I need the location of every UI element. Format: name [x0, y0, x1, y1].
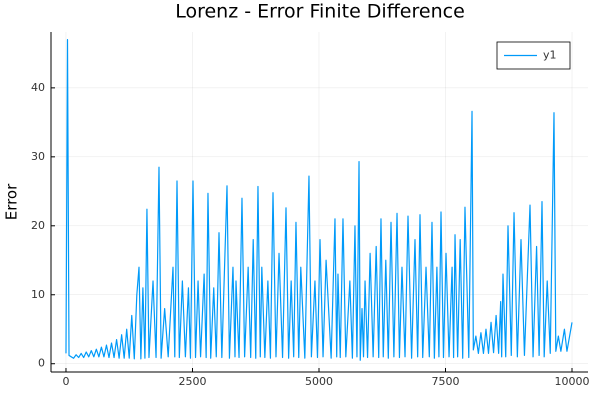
y-tick-label: 20: [31, 219, 45, 232]
y-tick-label: 30: [31, 150, 45, 163]
x-tick-label: 10000: [555, 375, 590, 388]
x-tick-label: 2500: [178, 375, 206, 388]
x-tick-label: 5000: [305, 375, 333, 388]
line-series: [65, 38, 573, 361]
y-axis-label: Error: [3, 183, 21, 220]
y-tick-label: 0: [38, 357, 45, 370]
legend-label: y1: [543, 49, 557, 62]
y-tick-label: 40: [31, 81, 45, 94]
y-tick-label: 10: [31, 288, 45, 301]
x-tick-label: 7500: [432, 375, 460, 388]
x-tick-label: 0: [62, 375, 69, 388]
chart-title: Lorenz - Error Finite Difference: [175, 1, 465, 23]
